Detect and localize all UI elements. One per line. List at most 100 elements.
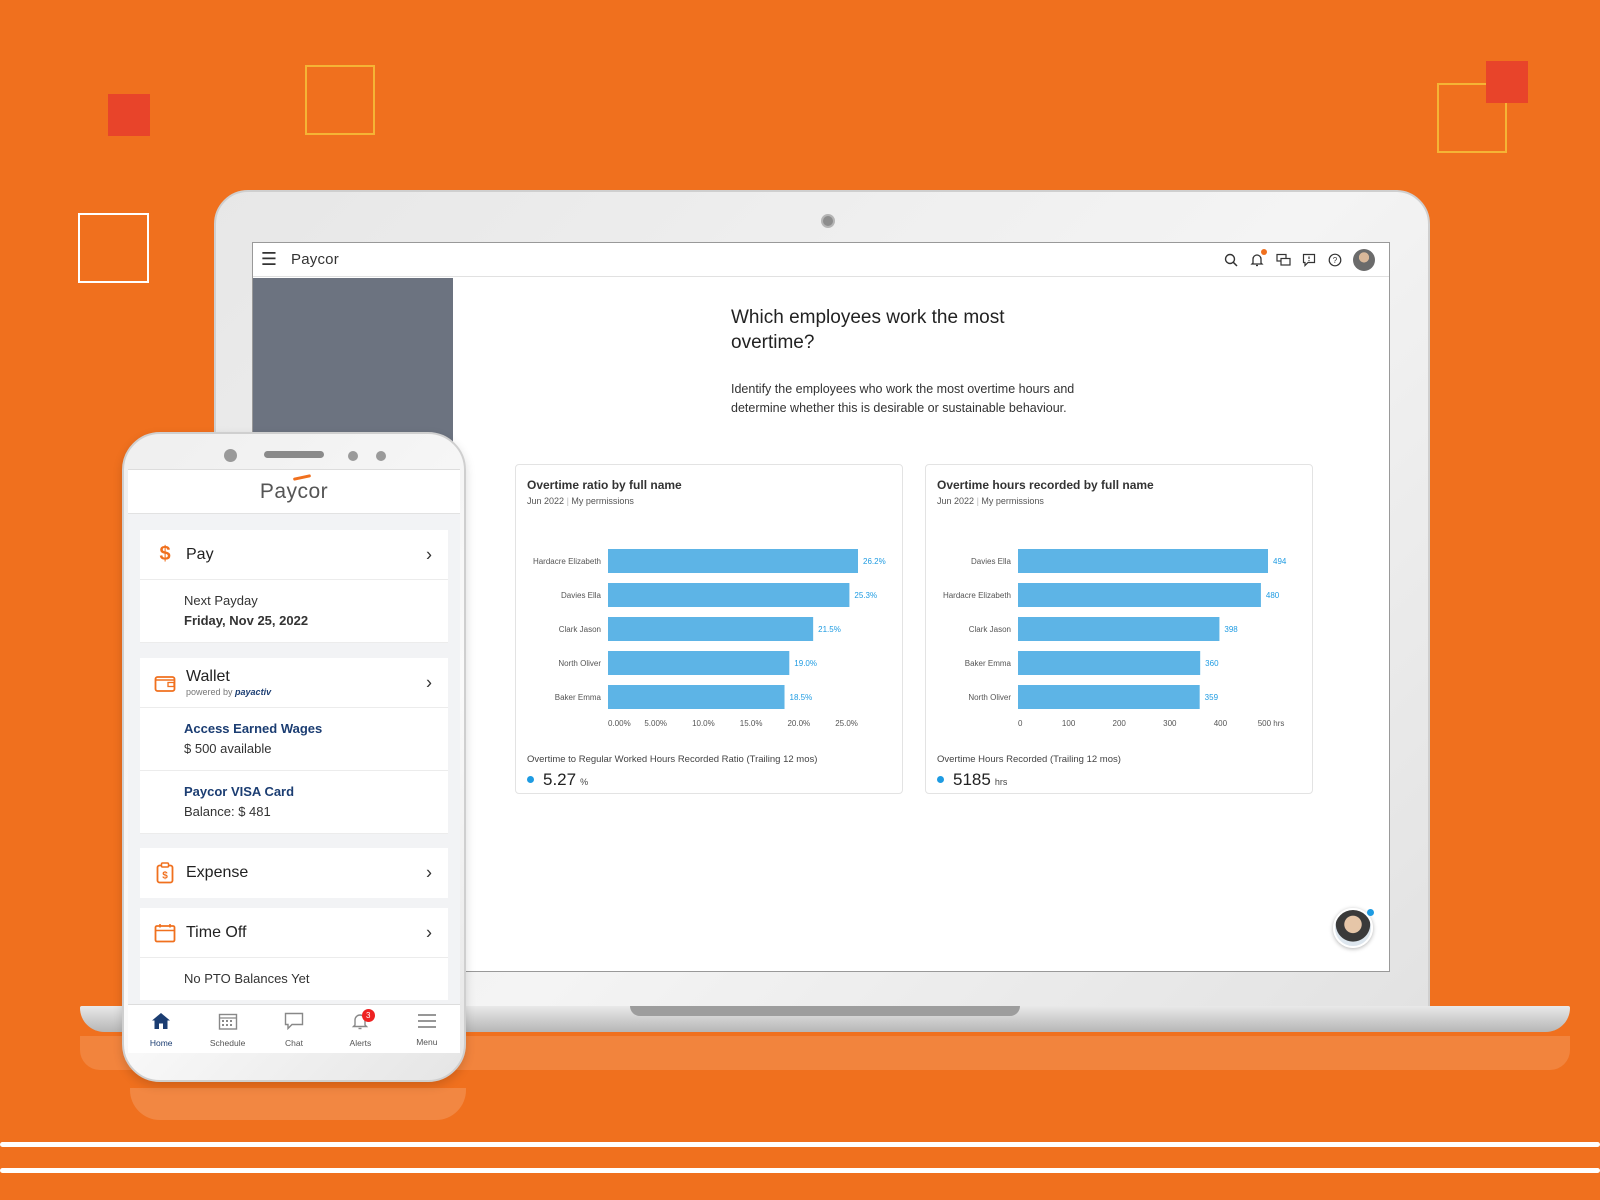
nav-chat[interactable]: Chat <box>261 1005 327 1053</box>
category-label: Baker Emma <box>965 659 1012 668</box>
pto-status: No PTO Balances Yet <box>184 971 310 986</box>
time-off-row[interactable]: Time Off › <box>140 908 448 958</box>
category-label: Hardacre Elizabeth <box>533 557 601 566</box>
card-subtitle: Jun 2022 | My permissions <box>527 496 634 506</box>
category-label: Hardacre Elizabeth <box>943 591 1011 600</box>
data-label: 494 <box>1273 557 1287 566</box>
tick-label: 5.00% <box>644 719 667 728</box>
bar <box>608 583 850 607</box>
kpi: 5.27 % <box>527 770 588 790</box>
wallet-row[interactable]: Wallet powered by payactiv › <box>140 658 448 708</box>
bell-icon[interactable] <box>1249 248 1267 268</box>
pay-row[interactable]: $ Pay › <box>140 530 448 580</box>
chevron-right-icon: › <box>426 922 432 942</box>
time-off-card: Time Off › No PTO Balances Yet <box>140 908 448 1000</box>
next-payday-date: Friday, Nov 25, 2022 <box>184 613 309 628</box>
overtime-hours-chart: Davies Ella 494 Hardacre Elizabeth 480 Clark… <box>943 549 1287 728</box>
tick-label: 0 <box>1018 719 1023 728</box>
card-subtitle: Jun 2022 | My permissions <box>937 496 1044 506</box>
category-label: North Oliver <box>558 659 601 668</box>
page-description: Identify the employees who work the most… <box>731 382 1075 415</box>
kpi-label: Overtime Hours Recorded (Trailing 12 mos… <box>937 754 1121 765</box>
decorative-wave <box>0 1142 1600 1147</box>
time-off-label: Time Off <box>186 923 247 941</box>
mobile-screen: Paycor $ Pay › Next Payday Friday, Nov 2… <box>128 469 460 1053</box>
card-period: Jun 2022 <box>527 496 565 506</box>
data-label: 480 <box>1266 591 1280 600</box>
overtime-ratio-chart: Hardacre Elizabeth 26.2% Davies Ella 25.3% C… <box>533 549 886 728</box>
avatar[interactable] <box>1353 248 1375 271</box>
nav-schedule[interactable]: Schedule <box>194 1005 260 1053</box>
next-payday-label: Next Payday <box>184 593 258 608</box>
tick-label: 25.0% <box>835 719 858 728</box>
card-period: Jun 2022 <box>937 496 975 506</box>
kpi-value: 5.27 <box>543 770 577 789</box>
chat-icon[interactable] <box>1275 252 1291 268</box>
nav-label: Home <box>149 1037 173 1048</box>
nav-label: Schedule <box>209 1037 246 1048</box>
data-label: 359 <box>1205 693 1219 702</box>
category-label: Clark Jason <box>559 625 601 634</box>
phone-speaker <box>264 451 324 458</box>
bar <box>1018 685 1200 709</box>
assistant-status-dot <box>1367 909 1374 916</box>
data-label: 21.5% <box>818 625 841 634</box>
decorative-square <box>108 94 150 136</box>
kpi-value: 5185 <box>953 770 991 789</box>
chevron-right-icon: › <box>426 544 432 564</box>
feedback-icon[interactable] <box>1301 252 1317 268</box>
bar <box>608 617 814 641</box>
phone-sensor <box>348 451 358 461</box>
bar <box>608 651 790 675</box>
brand-logo: Paycor <box>291 251 339 268</box>
visa-card-balance: Balance: $ 481 <box>184 804 271 819</box>
expense-icon: $ <box>154 862 176 884</box>
kpi-dot <box>937 776 944 783</box>
earned-wages[interactable]: Access Earned Wages $ 500 available <box>140 708 448 771</box>
nav-menu[interactable]: Menu <box>394 1005 460 1053</box>
menu-icon <box>417 1013 437 1034</box>
decorative-square <box>1486 61 1528 103</box>
nav-label: Menu <box>416 1036 438 1047</box>
tick-label: 500 hrs <box>1258 719 1285 728</box>
help-icon[interactable]: ? <box>1327 252 1343 268</box>
visa-card-label: Paycor VISA Card <box>184 784 295 799</box>
decorative-wave <box>0 1168 1600 1173</box>
kpi-unit: % <box>580 777 589 787</box>
search-icon[interactable] <box>1223 252 1239 268</box>
kpi: 5185 hrs <box>937 770 1007 790</box>
provider-logo: payactiv <box>235 687 272 697</box>
expense-row[interactable]: $ Expense › <box>140 848 448 898</box>
category-label: Clark Jason <box>969 625 1011 634</box>
bar <box>1018 583 1261 607</box>
card-title: Overtime hours recorded by full name <box>937 478 1154 492</box>
category-label: Baker Emma <box>555 693 602 702</box>
assistant-avatar[interactable] <box>1333 908 1373 948</box>
visa-card[interactable]: Paycor VISA Card Balance: $ 481 <box>140 771 448 834</box>
kpi-dot <box>527 776 534 783</box>
expense-label: Expense <box>186 864 249 881</box>
next-payday: Next Payday Friday, Nov 25, 2022 <box>140 580 448 643</box>
kpi-label: Overtime to Regular Worked Hours Recorde… <box>527 754 818 765</box>
category-label: Davies Ella <box>971 557 1012 566</box>
wallet-label: Wallet <box>186 668 230 685</box>
tick-label: 0.00% <box>608 719 631 728</box>
category-label: North Oliver <box>968 693 1011 702</box>
svg-text:?: ? <box>1333 256 1338 265</box>
bottom-nav: Home Schedule Chat 3 Alerts Menu <box>128 1004 460 1053</box>
data-label: 26.2% <box>863 557 886 566</box>
decorative-square-outline <box>1437 83 1507 153</box>
nav-alerts[interactable]: 3 Alerts <box>327 1005 393 1053</box>
bar <box>608 549 858 573</box>
tick-label: 200 <box>1113 719 1127 728</box>
tick-label: 15.0% <box>740 719 763 728</box>
nav-home[interactable]: Home <box>128 1005 194 1053</box>
notification-dot <box>1261 248 1267 255</box>
card-scope: My permissions <box>571 496 634 506</box>
card-title: Overtime ratio by full name <box>527 478 682 492</box>
powered-by-text: powered by <box>186 687 233 697</box>
top-bar: ☰ Paycor ? <box>253 243 1389 277</box>
category-label: Davies Ella <box>561 591 602 600</box>
menu-icon[interactable]: ☰ <box>260 249 278 269</box>
laptop-camera <box>821 214 835 228</box>
